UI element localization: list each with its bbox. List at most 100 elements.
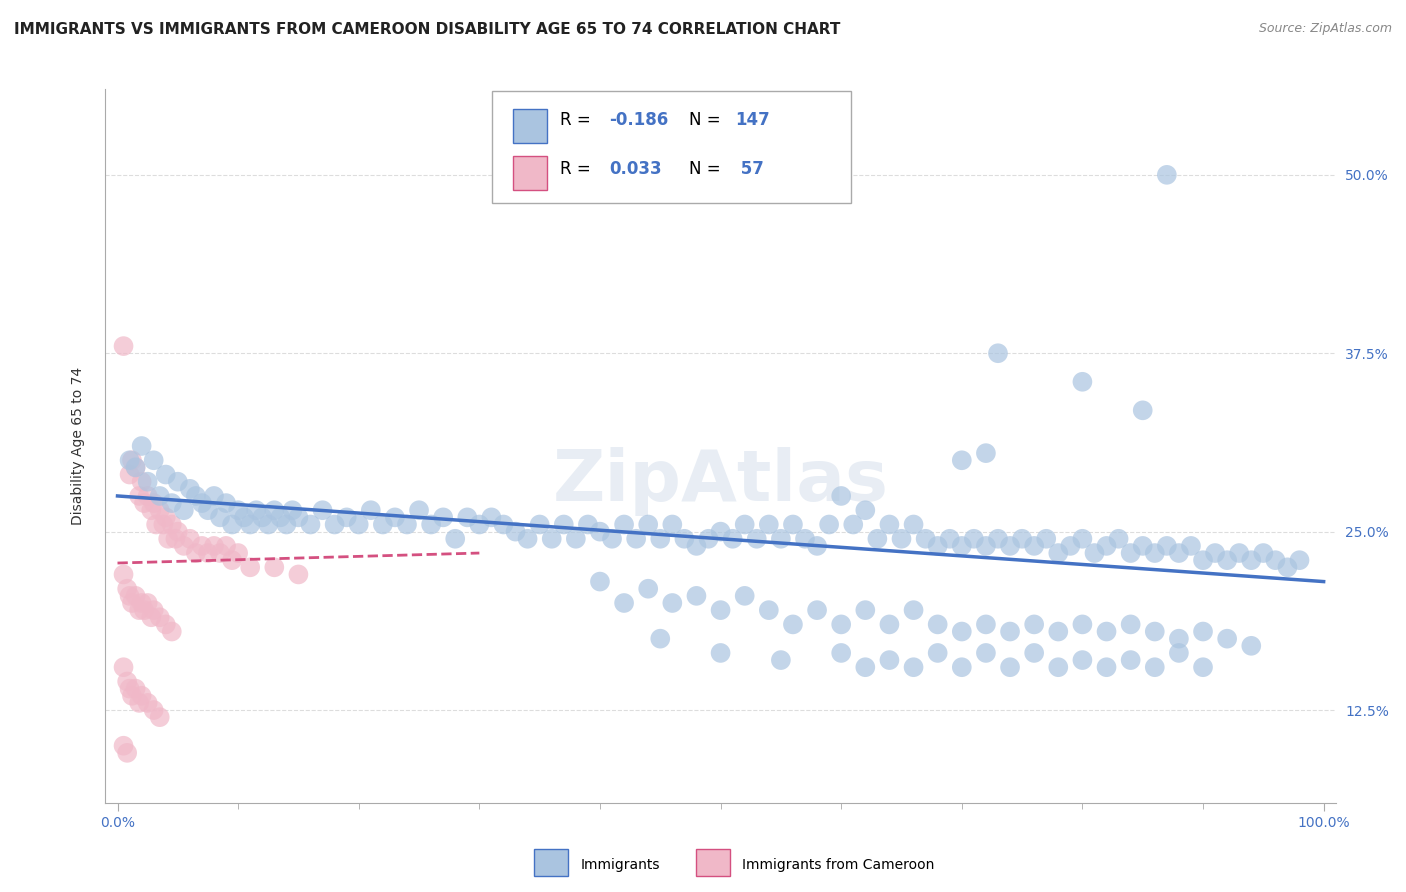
Point xyxy=(160,496,183,510)
Point xyxy=(709,646,731,660)
Text: N =: N = xyxy=(689,161,725,178)
Point xyxy=(721,532,744,546)
Point xyxy=(974,646,997,660)
Point xyxy=(927,539,949,553)
Point xyxy=(166,524,188,539)
Point xyxy=(191,539,214,553)
Point xyxy=(323,517,346,532)
Point xyxy=(112,739,135,753)
Point xyxy=(112,339,135,353)
Point xyxy=(1119,617,1142,632)
Point xyxy=(311,503,333,517)
Point xyxy=(529,517,551,532)
Point xyxy=(128,696,150,710)
Point xyxy=(132,603,155,617)
Point xyxy=(734,517,756,532)
Point xyxy=(927,646,949,660)
Point xyxy=(1132,539,1154,553)
Point xyxy=(173,503,195,517)
Point xyxy=(1180,539,1202,553)
Point xyxy=(540,532,562,546)
Point xyxy=(215,539,238,553)
Point xyxy=(124,460,146,475)
Point xyxy=(226,546,249,560)
Point xyxy=(269,510,291,524)
Point xyxy=(806,603,828,617)
Point xyxy=(1071,532,1094,546)
Point xyxy=(950,453,973,467)
Text: N =: N = xyxy=(689,112,725,129)
Point xyxy=(650,532,672,546)
Point xyxy=(853,660,876,674)
Point xyxy=(1119,546,1142,560)
Point xyxy=(245,503,267,517)
Point xyxy=(769,532,792,546)
Point xyxy=(553,517,575,532)
Point xyxy=(661,517,683,532)
Point xyxy=(1216,632,1239,646)
Point xyxy=(165,532,187,546)
Point xyxy=(1204,546,1226,560)
Point xyxy=(637,582,659,596)
Point xyxy=(468,517,491,532)
Point xyxy=(131,475,153,489)
Point xyxy=(252,510,274,524)
Point xyxy=(221,517,243,532)
Point xyxy=(136,489,159,503)
Point xyxy=(444,532,467,546)
Point xyxy=(1024,617,1046,632)
Point xyxy=(1288,553,1310,567)
Point xyxy=(589,524,612,539)
Point xyxy=(987,346,1010,360)
Point xyxy=(197,546,219,560)
Point xyxy=(481,510,503,524)
Point xyxy=(998,539,1021,553)
Point xyxy=(166,475,188,489)
Point xyxy=(1192,660,1215,674)
Point xyxy=(987,532,1010,546)
Point xyxy=(124,460,146,475)
Point xyxy=(1240,639,1263,653)
Point xyxy=(866,532,889,546)
Point xyxy=(974,617,997,632)
Point xyxy=(384,510,406,524)
Point xyxy=(709,603,731,617)
Point xyxy=(149,710,172,724)
Point xyxy=(197,503,219,517)
Point xyxy=(1071,375,1094,389)
Point xyxy=(1227,546,1250,560)
Point xyxy=(395,517,418,532)
Point xyxy=(1047,546,1070,560)
Point xyxy=(276,517,298,532)
Point xyxy=(998,660,1021,674)
Point xyxy=(745,532,768,546)
Point xyxy=(336,510,359,524)
Point xyxy=(853,503,876,517)
Point xyxy=(115,746,138,760)
Point xyxy=(118,681,141,696)
Point xyxy=(950,660,973,674)
Point xyxy=(112,660,135,674)
Point xyxy=(879,653,901,667)
Point xyxy=(1264,553,1286,567)
Point xyxy=(131,689,153,703)
Point xyxy=(145,517,167,532)
Point xyxy=(794,532,817,546)
Point xyxy=(121,596,143,610)
Point xyxy=(1108,532,1130,546)
Point xyxy=(1216,553,1239,567)
Point xyxy=(173,539,195,553)
Point xyxy=(371,517,394,532)
Point xyxy=(233,510,256,524)
Point xyxy=(842,517,865,532)
Point xyxy=(903,517,925,532)
Point xyxy=(950,624,973,639)
Point xyxy=(202,539,225,553)
Point xyxy=(963,532,986,546)
Point xyxy=(650,632,672,646)
Point xyxy=(287,510,309,524)
Point xyxy=(903,660,925,674)
Point xyxy=(202,489,225,503)
Point xyxy=(191,496,214,510)
Point xyxy=(420,517,443,532)
